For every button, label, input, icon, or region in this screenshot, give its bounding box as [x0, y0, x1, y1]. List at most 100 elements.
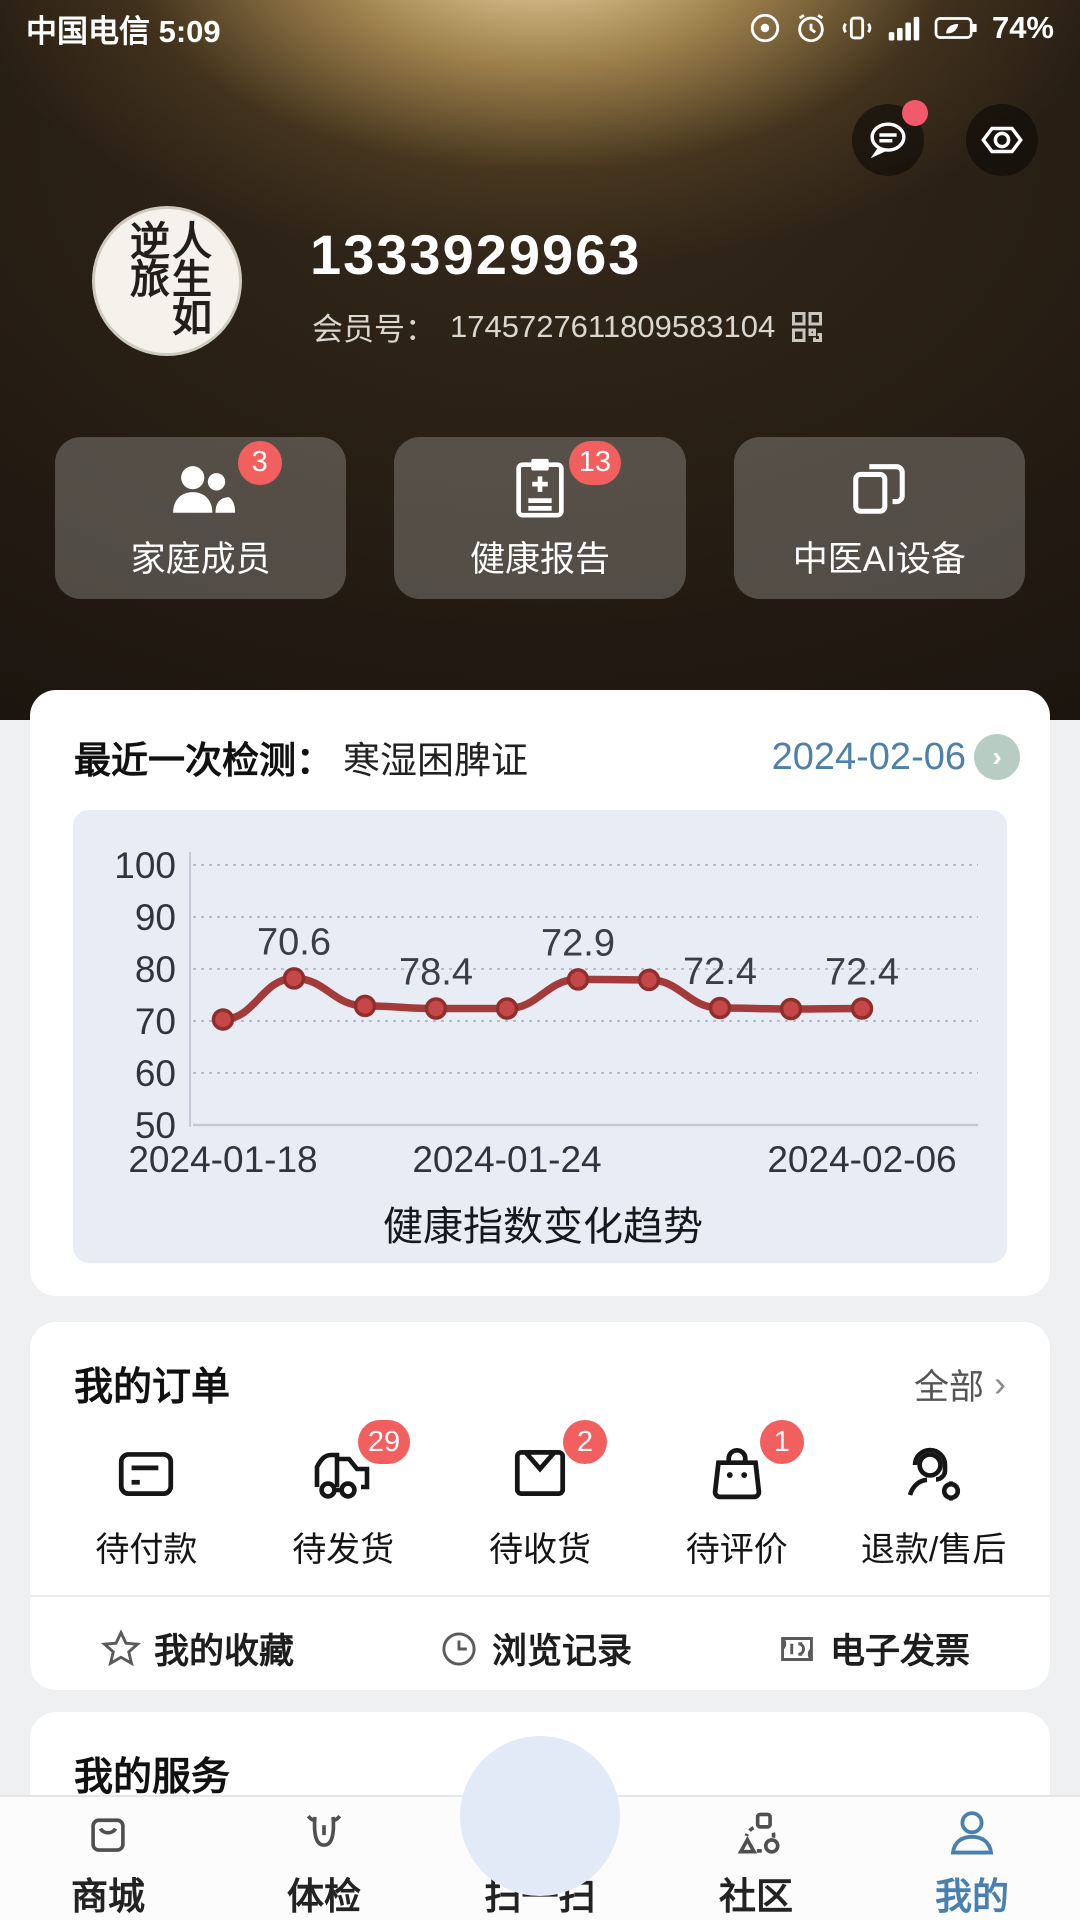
- family-badge: 3: [237, 440, 282, 485]
- eye-icon: [750, 13, 780, 43]
- invoice-link[interactable]: 电子发票: [776, 1623, 970, 1674]
- favorites-link[interactable]: 我的收藏: [100, 1623, 294, 1674]
- tab-label: 体检: [287, 1876, 361, 1917]
- y-tick-label: 70: [135, 1001, 176, 1042]
- data-point: [708, 996, 732, 1020]
- y-tick-label: 50: [135, 1105, 176, 1146]
- y-tick-label: 60: [135, 1053, 176, 1094]
- data-point-label: 70.6: [257, 921, 331, 963]
- invoice-icon: [781, 1636, 813, 1661]
- tab-profile[interactable]: 我的: [864, 1797, 1080, 1920]
- history-link[interactable]: 浏览记录: [438, 1623, 632, 1674]
- settings-button[interactable]: [966, 104, 1038, 176]
- detection-result: 寒湿困脾证: [343, 740, 528, 781]
- wallet-icon: [119, 1452, 174, 1496]
- chart-title: 健康指数变化趋势: [383, 1205, 703, 1249]
- quick-link-label: 我的收藏: [154, 1632, 295, 1671]
- tab-mall[interactable]: 商城: [0, 1797, 216, 1920]
- chevron-right-icon: ›: [994, 1363, 1006, 1404]
- family-members-icon: [172, 465, 235, 513]
- tab-label: 我的: [935, 1876, 1009, 1917]
- tab-label: 商城: [71, 1876, 145, 1917]
- shortcut-label: 健康报告: [469, 539, 610, 579]
- data-point: [211, 1008, 235, 1031]
- tcm-ai-device-button[interactable]: 中医AI设备: [733, 437, 1025, 599]
- data-point-label: 72.4: [825, 952, 899, 994]
- profile-header: 中国电信 5:09: [0, 0, 1080, 720]
- messages-button[interactable]: [852, 100, 928, 176]
- star-icon: [100, 1628, 142, 1666]
- detection-date-link[interactable]: 2024-02-06 ›: [771, 734, 1020, 780]
- user-phone-number: 1333929963: [310, 223, 642, 286]
- header-shortcuts: 3 家庭成员 13 健康报告: [55, 437, 1025, 599]
- truck-icon: [314, 1452, 370, 1499]
- community-icon: [737, 1812, 780, 1854]
- status-bar: 中国电信 5:09: [0, 0, 1080, 56]
- member-id-label: 会员号：: [312, 312, 436, 347]
- clock-icon: [442, 1631, 476, 1666]
- pending-payment-button[interactable]: 待付款: [48, 1436, 245, 1571]
- health-trend-chart-panel: 100 90 80 70 60 50 70.6 78.4 72.9 72.4 72.4 2024-01…: [73, 810, 1007, 1263]
- signal-icon: [888, 16, 920, 41]
- data-point-label: 72.4: [683, 951, 757, 993]
- services-title: 我的服务: [74, 1756, 231, 1799]
- header-actions: [852, 100, 1038, 176]
- pending-review-button[interactable]: 1 待评价: [638, 1420, 835, 1571]
- data-point: [779, 997, 803, 1021]
- data-point: [850, 997, 874, 1020]
- tab-community[interactable]: 社区: [648, 1797, 864, 1920]
- refund-aftersale-button[interactable]: 退款/售后: [835, 1436, 1032, 1571]
- order-status-grid: 待付款 29 待发货: [30, 1420, 1050, 1595]
- mall-bag-icon: [91, 1818, 125, 1852]
- alarm-icon: [798, 14, 824, 43]
- order-label: 待发货: [292, 1531, 395, 1569]
- shortcut-label: 家庭成员: [130, 539, 271, 579]
- report-badge: 13: [568, 440, 621, 485]
- health-trend-chart: 100 90 80 70 60 50 70.6 78.4 72.9 72.4 72.4 2024-01…: [114, 845, 978, 1249]
- quick-links-row: 我的收藏 浏览记录 电子发票: [30, 1597, 1050, 1674]
- battery-percent: 74%: [991, 10, 1054, 45]
- data-point: [637, 968, 661, 992]
- orders-title: 我的订单: [74, 1366, 231, 1409]
- y-tick-label: 90: [135, 897, 176, 938]
- carrier-time: 中国电信 5:09: [26, 13, 221, 49]
- my-orders-card: 我的订单 全部 › 待付款: [30, 1322, 1050, 1690]
- qr-code-icon[interactable]: [789, 309, 825, 345]
- x-tick-label: 2024-02-06: [767, 1139, 956, 1180]
- pending-shipment-button[interactable]: 29 待发货: [245, 1420, 442, 1571]
- detection-title: 最近一次检测：: [74, 740, 333, 781]
- battery-saver-icon: [934, 17, 977, 39]
- scan-button-background: [460, 1736, 620, 1896]
- tcm-ai-device-icon: [853, 463, 906, 514]
- quick-link-label: 浏览记录: [491, 1632, 632, 1671]
- notification-dot: [902, 100, 928, 126]
- quick-link-label: 电子发票: [829, 1632, 970, 1671]
- trend-line: [219, 974, 866, 1024]
- data-point: [282, 967, 306, 990]
- package-icon: [514, 1450, 566, 1496]
- tongue-icon: [306, 1814, 342, 1847]
- pending-review-badge: 1: [759, 1420, 804, 1464]
- family-members-button[interactable]: 3 家庭成员: [55, 437, 347, 599]
- tab-label: 社区: [719, 1876, 793, 1917]
- health-report-button[interactable]: 13 健康报告: [394, 437, 686, 599]
- data-point: [353, 994, 377, 1018]
- detection-date: 2024-02-06: [771, 735, 966, 778]
- chat-bubble-icon: [870, 122, 906, 159]
- divider: [30, 1595, 1050, 1597]
- pending-receipt-badge: 2: [562, 1420, 607, 1464]
- orders-all-link[interactable]: 全部 ›: [914, 1359, 1006, 1410]
- avatar[interactable]: 人生如逆旅: [92, 206, 242, 356]
- pending-receipt-button[interactable]: 2 待收货: [442, 1420, 639, 1571]
- x-tick-label: 2024-01-24: [412, 1139, 601, 1180]
- order-label: 待评价: [685, 1531, 788, 1569]
- gear-icon: [981, 126, 1023, 154]
- person-icon: [950, 1811, 994, 1855]
- member-id-row: 会员号： 1745727611809583104: [312, 304, 825, 349]
- customer-service-icon: [907, 1447, 960, 1501]
- order-label: 退款/售后: [860, 1531, 1007, 1569]
- order-label: 待收货: [488, 1531, 591, 1569]
- shopping-bag-icon: [712, 1448, 762, 1500]
- tab-checkup[interactable]: 体检: [216, 1797, 432, 1920]
